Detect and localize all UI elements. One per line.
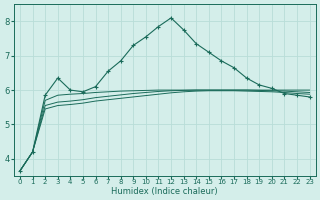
X-axis label: Humidex (Indice chaleur): Humidex (Indice chaleur) <box>111 187 218 196</box>
